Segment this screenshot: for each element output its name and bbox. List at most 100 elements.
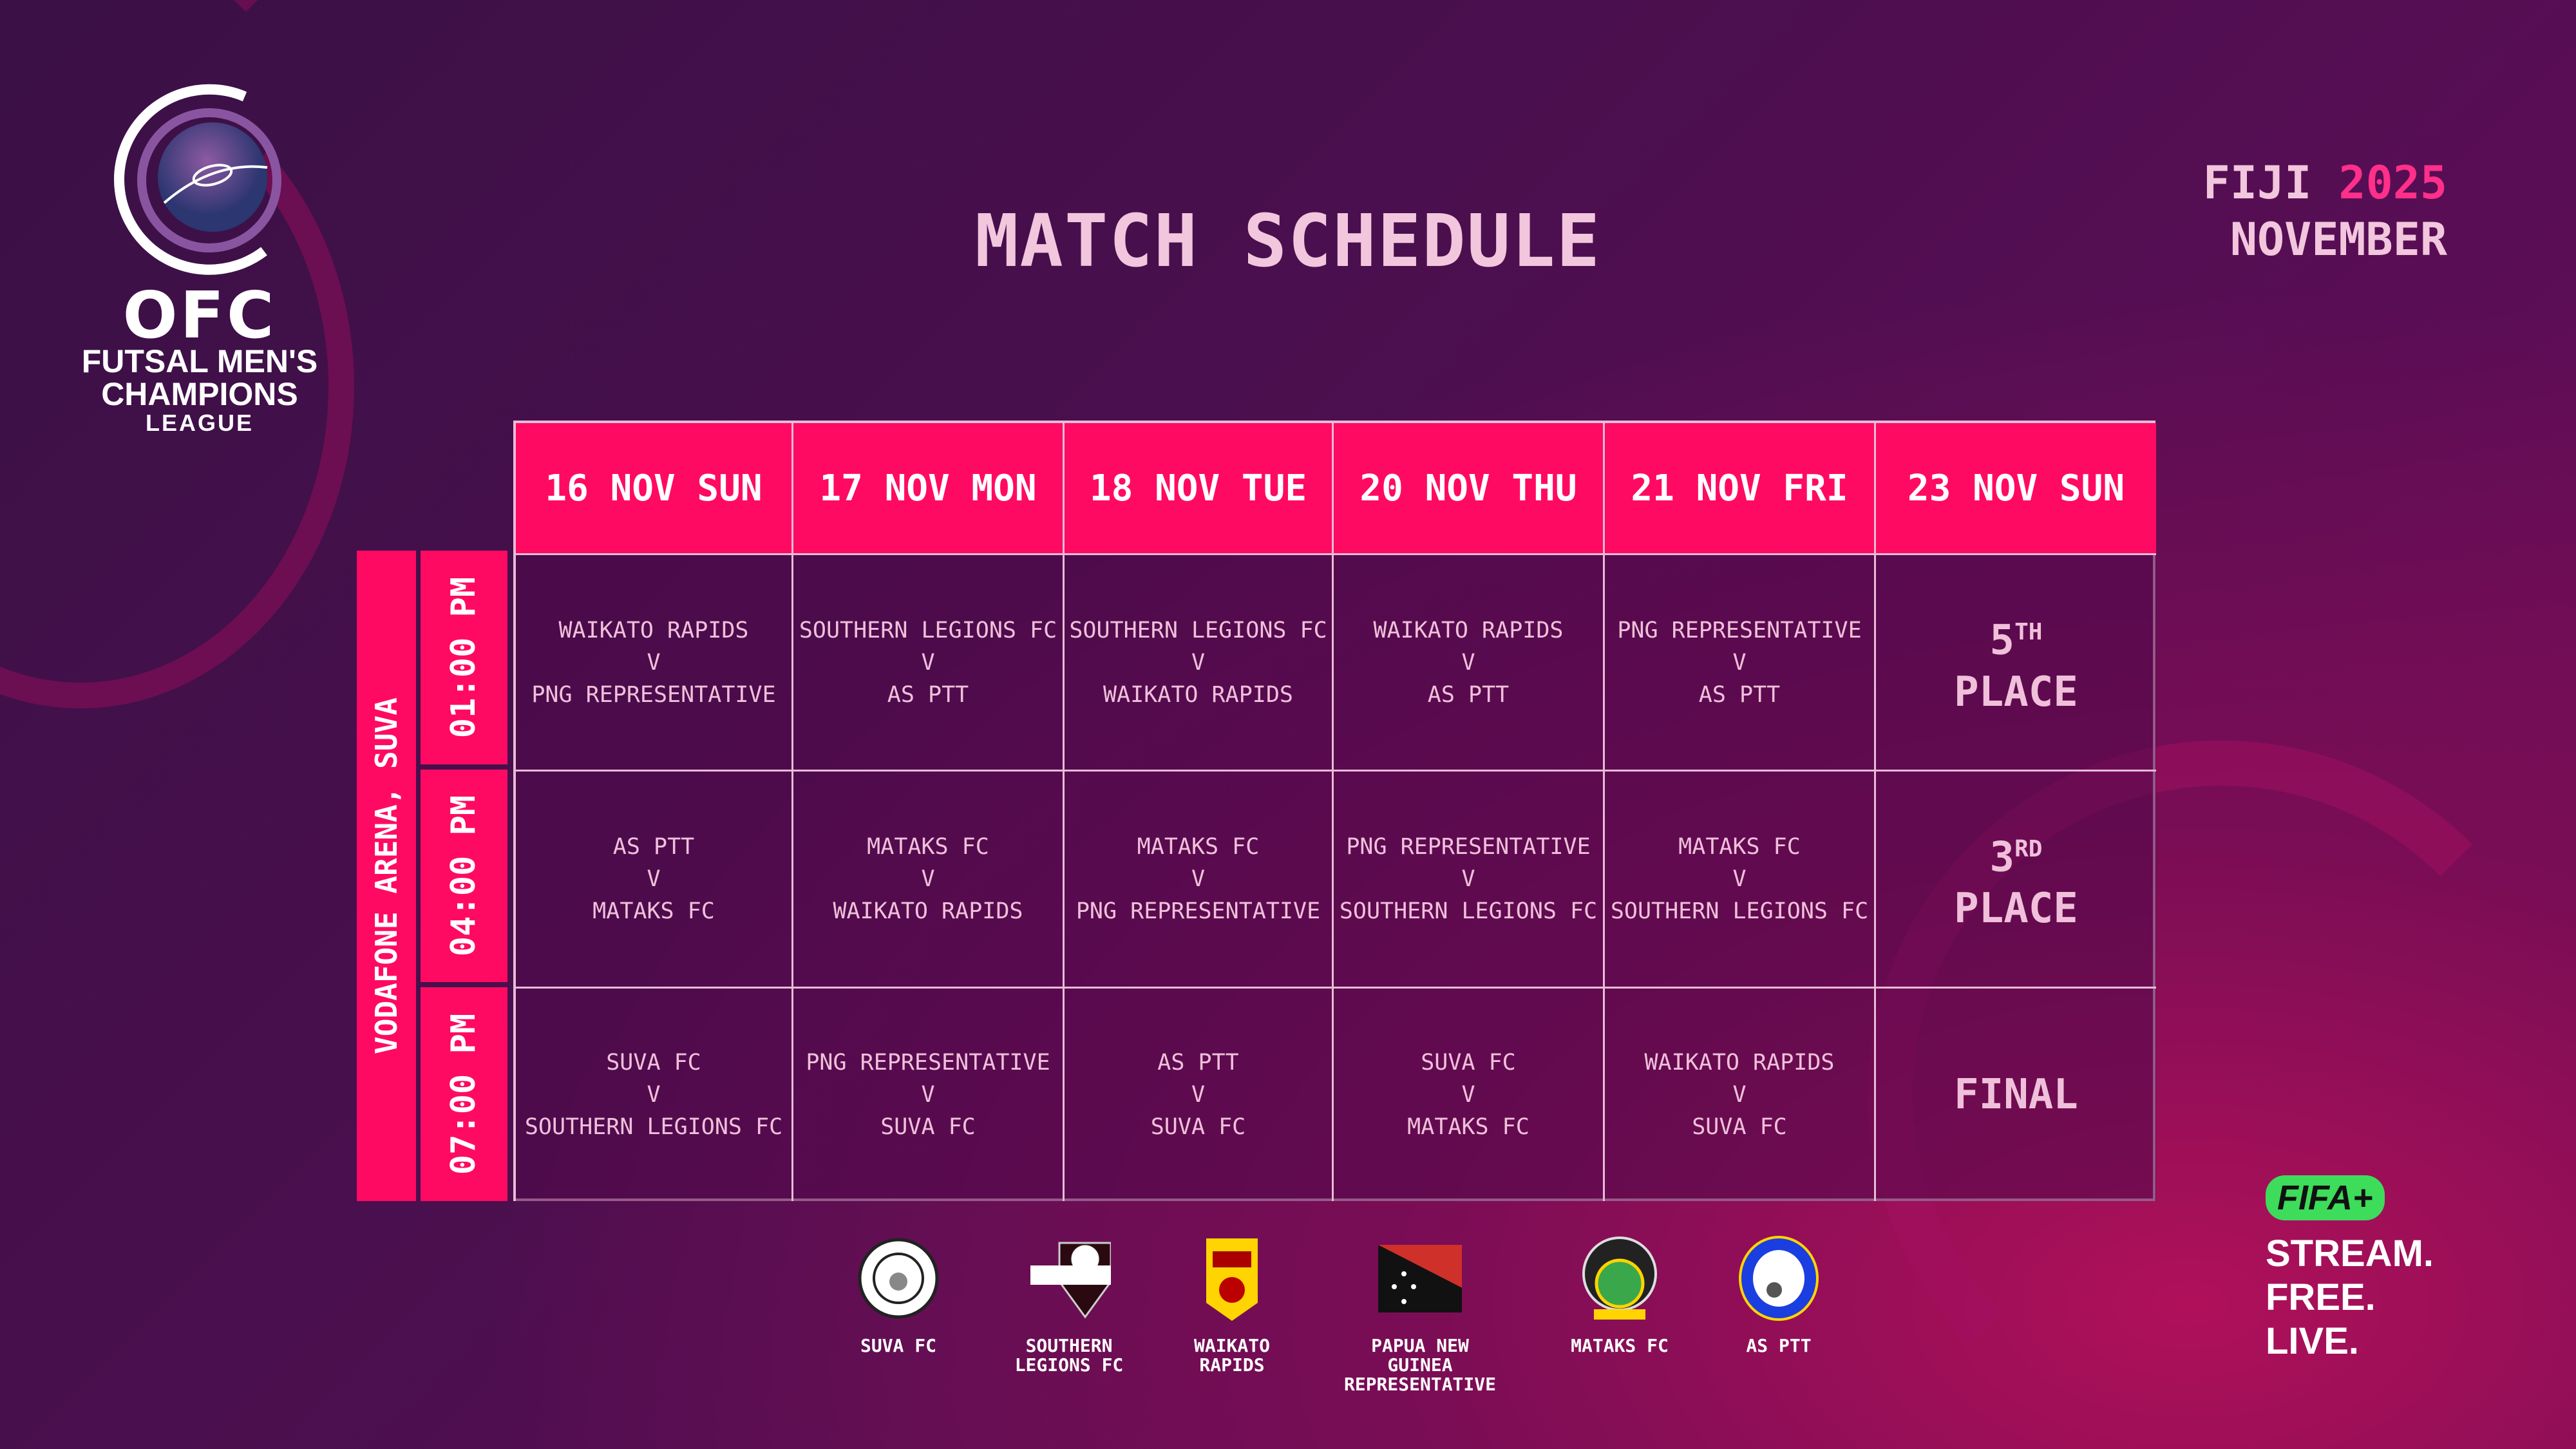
promo-line: LIVE. (2266, 1320, 2360, 1362)
away-team: SOUTHERN LEGIONS FC (524, 1114, 783, 1140)
suva-fc-crest-icon (857, 1236, 940, 1320)
final-stage-cell: 3RD PLACE (1876, 770, 2156, 987)
schedule-table: 16 NOV SUN 17 NOV MON 18 NOV TUE 20 NOV THU… (513, 421, 2156, 1201)
time-text: 01:00 PM (444, 576, 484, 739)
away-team: SOUTHERN LEGIONS FC (1339, 898, 1598, 924)
day-header: 23 NOV SUN (1876, 423, 2156, 553)
match-cell: WAIKATO RAPIDS V SUVA FC (1605, 987, 1876, 1201)
team-name-line: REPRESENTATIVE (1343, 1374, 1496, 1395)
away-team: AS PTT (887, 681, 969, 708)
match-cell: SUVA FC V MATAKS FC (1334, 987, 1605, 1201)
home-team: AS PTT (612, 834, 695, 860)
team-name-line: PAPUA NEW GUINEA (1371, 1335, 1469, 1376)
day-header: 18 NOV TUE (1065, 423, 1334, 553)
fifa-plus-promo: FIFA+ STREAM. FREE. LIVE. (2266, 1175, 2434, 1363)
match-cell: SOUTHERN LEGIONS FC V AS PTT (793, 553, 1065, 770)
vs-label: V (1461, 866, 1475, 892)
promo-line: STREAM. (2266, 1233, 2434, 1274)
fifa-plus-logo: FIFA+ (2266, 1175, 2385, 1220)
futsal-ball-icon (114, 84, 281, 275)
match-cell: MATAKS FC V PNG REPRESENTATIVE (1065, 770, 1334, 987)
home-team: PNG REPRESENTATIVE (1346, 834, 1591, 860)
vs-label: V (1461, 649, 1475, 676)
placement-label: PLACE (1954, 885, 2078, 933)
day-header: 16 NOV SUN (516, 423, 793, 553)
away-team: MATAKS FC (1407, 1114, 1530, 1140)
png-flag-icon (1378, 1236, 1462, 1320)
page-title: MATCH SCHEDULE (974, 200, 1601, 283)
team-0: SUVA FC (815, 1236, 982, 1356)
team-name-line: AS PTT (1746, 1335, 1812, 1356)
home-team: MATAKS FC (867, 834, 989, 860)
time-slot-1: 01:00 PM (421, 551, 507, 764)
away-team: PNG REPRESENTATIVE (531, 681, 776, 708)
home-team: SUVA FC (606, 1050, 701, 1075)
match-cell: PNG REPRESENTATIVE V AS PTT (1605, 553, 1876, 770)
team-2: WAIKATO RAPIDS (1148, 1236, 1316, 1375)
away-team: AS PTT (1698, 681, 1781, 708)
rank-suffix: RD (2014, 835, 2043, 862)
away-team: SUVA FC (1150, 1114, 1246, 1140)
placement-rank: 5TH (1990, 607, 2043, 666)
team-5: AS PTT (1695, 1235, 1862, 1356)
home-team: MATAKS FC (1678, 834, 1801, 860)
promo-line: FREE. (2266, 1276, 2376, 1318)
match-cell: WAIKATO RAPIDS V PNG REPRESENTATIVE (516, 553, 793, 770)
home-team: MATAKS FC (1137, 834, 1260, 860)
team-4: MATAKS FC (1536, 1236, 1703, 1356)
vs-label: V (921, 1082, 935, 1108)
event-year: 2025 (2338, 156, 2447, 209)
mataks-fc-crest-icon (1578, 1236, 1662, 1320)
event-month: NOVEMBER (2230, 213, 2447, 266)
vs-label: V (1191, 649, 1206, 676)
venue-text: VODAFONE ARENA, SUVA (369, 697, 404, 1054)
vs-label: V (1191, 866, 1206, 892)
team-3: PAPUA NEW GUINEA REPRESENTATIVE (1336, 1236, 1504, 1394)
match-cell: WAIKATO RAPIDS V AS PTT (1334, 553, 1605, 770)
logo-line: LEAGUE (145, 410, 254, 436)
placement-label: PLACE (1954, 668, 2078, 716)
team-1: SOUTHERN LEGIONS FC (985, 1236, 1153, 1375)
final-stage-cell: 5TH PLACE (1876, 553, 2156, 770)
vs-label: V (1732, 866, 1747, 892)
as-ptt-crest-icon (1737, 1235, 1821, 1321)
rank-number: 5 (1989, 616, 2015, 665)
ofc-wordmark: OFC (122, 278, 277, 353)
logo-line: FUTSAL MEN'S (81, 343, 318, 379)
day-header: 17 NOV MON (793, 423, 1065, 553)
match-cell: AS PTT V MATAKS FC (516, 770, 793, 987)
vs-label: V (921, 866, 935, 892)
time-slot-3: 07:00 PM (421, 987, 507, 1201)
home-team: WAIKATO RAPIDS (1373, 617, 1564, 643)
home-team: AS PTT (1157, 1050, 1239, 1075)
away-team: WAIKATO RAPIDS (833, 898, 1023, 924)
team-name-line: SUVA FC (860, 1335, 936, 1356)
match-cell: PNG REPRESENTATIVE V SUVA FC (793, 987, 1065, 1201)
team-name-line: WAIKATO (1193, 1335, 1270, 1356)
event-place: FIJI (2202, 156, 2312, 209)
ofc-futsal-logo: OFC FUTSAL MEN'S CHAMPIONS LEAGUE (77, 77, 322, 436)
logo-line: CHAMPIONS (101, 376, 298, 412)
match-cell: PNG REPRESENTATIVE V SOUTHERN LEGIONS FC (1334, 770, 1605, 987)
vs-label: V (1732, 649, 1747, 676)
home-team: PNG REPRESENTATIVE (806, 1050, 1050, 1075)
placement-rank: 3RD (1990, 824, 2043, 883)
away-team: MATAKS FC (592, 898, 715, 924)
vs-label: V (1461, 1082, 1475, 1108)
away-team: AS PTT (1427, 681, 1510, 708)
home-team: SOUTHERN LEGIONS FC (1069, 617, 1327, 643)
final-stage-cell: FINAL (1876, 987, 2156, 1201)
team-name-line: LEGIONS FC (1014, 1354, 1124, 1376)
time-text: 04:00 PM (444, 795, 484, 957)
match-cell: AS PTT V SUVA FC (1065, 987, 1334, 1201)
vs-label: V (921, 649, 935, 676)
match-cell: SUVA FC V SOUTHERN LEGIONS FC (516, 987, 793, 1201)
match-cell: MATAKS FC V SOUTHERN LEGIONS FC (1605, 770, 1876, 987)
vs-label: V (1191, 1082, 1206, 1108)
away-team: SUVA FC (1692, 1114, 1787, 1140)
away-team: SUVA FC (880, 1114, 976, 1140)
vs-label: V (1732, 1082, 1747, 1108)
away-team: SOUTHERN LEGIONS FC (1610, 898, 1869, 924)
waikato-rapids-crest-icon (1190, 1236, 1274, 1321)
